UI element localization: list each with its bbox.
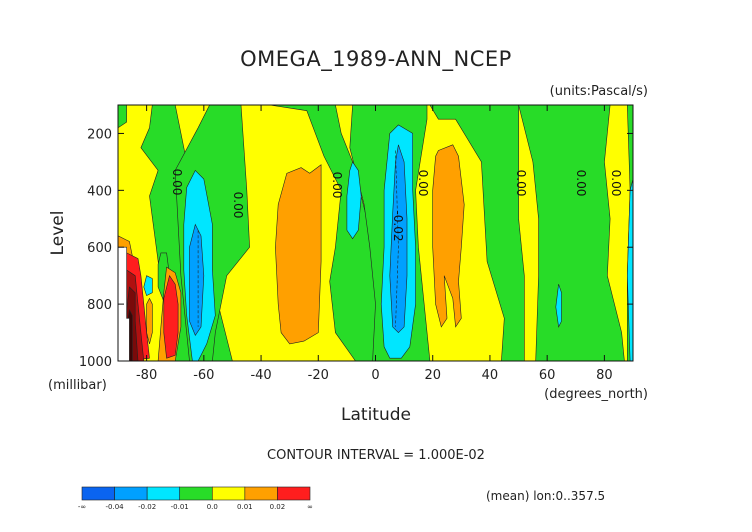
- chart-title: OMEGA_1989-ANN_NCEP: [240, 47, 512, 72]
- contour-label: 0.00: [170, 169, 184, 196]
- region-cyan: [346, 161, 362, 240]
- region-orange: [275, 164, 322, 345]
- contour-labels: 0.00 0.00 0.00 0.00 0.00 0.00 0.00 -0.02: [170, 169, 623, 242]
- y-tick-label: 800: [87, 298, 112, 313]
- region-cyan: [143, 275, 153, 297]
- contour-label: -0.02: [391, 210, 405, 241]
- y-tick-label: 1000: [79, 355, 112, 370]
- contour-label: 0.00: [330, 172, 344, 199]
- region-cyan: [555, 284, 562, 328]
- colorbar-label: 0.0: [207, 503, 218, 511]
- colorbar-swatch: [179, 486, 213, 501]
- x-tick-label: 40: [482, 368, 499, 383]
- contour-label: 0.00: [231, 192, 245, 219]
- colorbar-label: -0.02: [138, 503, 156, 511]
- y-tick-label: 200: [87, 127, 112, 142]
- region-orange: [146, 297, 153, 344]
- colorbar-label: -0.04: [106, 503, 125, 511]
- units-label: (units:Pascal/s): [550, 84, 648, 99]
- colorbar-label: -0.01: [171, 503, 189, 511]
- x-tick-label: -20: [308, 368, 329, 383]
- region-red: [163, 274, 179, 359]
- x-tick-label: -60: [193, 368, 214, 383]
- colorbar-swatch: [114, 486, 148, 501]
- contour-label: 0.00: [609, 170, 623, 197]
- colorbar-swatch: [146, 486, 181, 501]
- region-green: [429, 105, 525, 361]
- colorbar: -∞ -0.04 -0.02 -0.01 0.0 0.01 0.02 ∞: [78, 486, 313, 511]
- region-green: [518, 105, 625, 361]
- y-axis-label: Level: [48, 211, 68, 256]
- y-axis: 200 400 600 800 1000: [79, 127, 633, 370]
- x-axis-units: (degrees_north): [544, 387, 648, 402]
- x-tick-label: -80: [136, 368, 157, 383]
- x-tick-label: 20: [424, 368, 441, 383]
- region-blue: [389, 144, 408, 334]
- contour-line-dashed: [395, 150, 399, 327]
- colorbar-label: 0.02: [270, 503, 286, 511]
- colorbar-swatch: [244, 486, 278, 501]
- contour-label: 0.00: [514, 170, 528, 197]
- contour-label: 0.00: [574, 170, 588, 197]
- x-axis: -80 -60 -40 -20 0 20 40 60 80: [136, 105, 613, 383]
- x-tick-label: 0: [371, 368, 379, 383]
- contour-label: 0.00: [416, 170, 430, 197]
- colorbar-swatch: [277, 486, 311, 501]
- x-tick-label: 60: [539, 368, 556, 383]
- x-tick-label: 80: [596, 368, 613, 383]
- colorbar-label: -∞: [78, 503, 86, 511]
- region-green: [118, 105, 127, 129]
- colorbar-swatch: [81, 486, 115, 501]
- y-axis-units: (millibar): [48, 378, 107, 393]
- x-axis-label: Latitude: [341, 405, 411, 425]
- region-blue: [189, 223, 205, 337]
- colorbar-label: 0.01: [237, 503, 253, 511]
- footer-note: (mean) lon:0..357.5: [486, 489, 605, 503]
- colorbar-swatch: [211, 486, 246, 501]
- y-tick-label: 400: [87, 184, 112, 199]
- x-tick-label: -40: [250, 368, 271, 383]
- contour-interval: CONTOUR INTERVAL = 1.000E-02: [267, 448, 485, 463]
- y-tick-label: 600: [87, 241, 112, 256]
- region-orange: [432, 144, 465, 328]
- colorbar-label: ∞: [307, 503, 313, 511]
- contour-fill-regions: [118, 105, 633, 361]
